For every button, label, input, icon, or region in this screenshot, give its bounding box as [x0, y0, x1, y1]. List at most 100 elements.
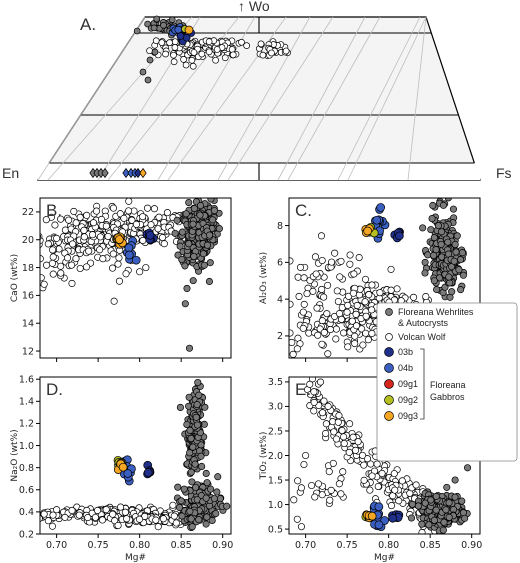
point-volcan_wolf — [332, 435, 341, 443]
quad-point-floreana_wehrlites — [144, 76, 152, 84]
point-volcan_wolf — [69, 240, 77, 248]
quad-point-volcan_wolf — [162, 50, 169, 58]
quad-point-volcan_wolf — [228, 46, 236, 53]
point-volcan_wolf — [387, 265, 395, 273]
point-floreana_wehrlites — [451, 493, 459, 501]
panel-d: 0.2 0.4 0.6 0.8 1.0 1.2 1.4 1.6 0.70 0.75 0.80 0.85… — [10, 375, 233, 563]
quad-point-volcan_wolf — [171, 44, 179, 51]
legend-box — [376, 302, 518, 462]
y-tick-label: 0.6 — [19, 485, 34, 496]
point-volcan_wolf — [303, 290, 311, 298]
point-volcan_wolf — [335, 412, 343, 420]
point-floreana_wehrlites — [407, 514, 416, 522]
point-volcan_wolf — [159, 515, 167, 523]
point-floreana_wehrlites — [189, 220, 197, 228]
point-volcan_wolf — [351, 339, 359, 348]
point-floreana_wehrlites — [430, 516, 438, 524]
point-volcan_wolf — [313, 304, 321, 312]
point-volcan_wolf — [348, 317, 356, 325]
axes-frame — [39, 376, 232, 535]
quad-point-floreana_wehrlites — [146, 56, 154, 64]
point-floreana_wehrlites — [215, 225, 223, 233]
quad-point-volcan_wolf — [152, 37, 160, 45]
point-floreana_wehrlites — [205, 277, 213, 286]
panel-label: D. — [46, 380, 63, 399]
point-volcan_wolf — [80, 233, 88, 241]
point-floreana_wehrlites — [190, 204, 198, 213]
point-volcan_wolf — [139, 213, 147, 221]
quad-point-volcan_wolf — [229, 51, 237, 59]
point-volcan_wolf — [102, 222, 110, 230]
point-volcan_wolf — [53, 234, 61, 242]
point-volcan_wolf — [393, 285, 401, 293]
point-floreana_wehrlites — [428, 215, 436, 223]
point-floreana_wehrlites — [449, 205, 458, 213]
data-points — [290, 377, 478, 534]
data-points — [40, 198, 223, 352]
point-04b — [376, 203, 386, 212]
quad-diamond-04b — [122, 167, 130, 179]
point-volcan_wolf — [281, 321, 287, 327]
point-volcan_wolf — [114, 521, 122, 530]
point-floreana_wehrlites — [445, 499, 453, 507]
point-volcan_wolf — [150, 205, 158, 213]
point-floreana_wehrlites — [421, 269, 429, 277]
point-floreana_wehrlites — [197, 452, 205, 460]
panel-label: B. — [46, 201, 62, 220]
point-floreana_wehrlites — [185, 344, 194, 352]
legend-marker-09g2 — [384, 395, 394, 405]
point-volcan_wolf — [296, 263, 305, 271]
point-floreana_wehrlites — [414, 502, 422, 510]
y-tick-label: 12 — [22, 346, 34, 357]
quad-point-floreana_wehrlites — [160, 21, 167, 29]
legend-marker-floreana_wehrlites — [385, 308, 393, 316]
x-tick-label: 0.75 — [88, 540, 109, 551]
point-floreana_wehrlites — [425, 521, 433, 529]
point-volcan_wolf — [68, 279, 76, 287]
quad-point-volcan_wolf — [259, 51, 267, 59]
point-volcan_wolf — [297, 484, 306, 492]
point-volcan_wolf — [51, 221, 59, 229]
point-floreana_wehrlites — [190, 252, 198, 261]
point-volcan_wolf — [318, 409, 327, 417]
quadrilateral-points — [89, 15, 291, 179]
point-volcan_wolf — [320, 328, 328, 337]
point-floreana_wehrlites — [432, 506, 440, 514]
point-volcan_wolf — [363, 455, 371, 463]
point-volcan_wolf — [70, 207, 78, 215]
y-tick-label: 0.4 — [19, 507, 34, 518]
quad-point-volcan_wolf — [212, 56, 219, 64]
point-volcan_wolf — [310, 388, 318, 396]
point-volcan_wolf — [309, 287, 317, 295]
point-volcan_wolf — [159, 233, 167, 242]
point-volcan_wolf — [57, 262, 65, 270]
y-tick-label: 2.0 — [268, 451, 283, 462]
point-volcan_wolf — [418, 528, 426, 534]
point-volcan_wolf — [365, 291, 373, 299]
point-floreana_wehrlites — [463, 464, 472, 472]
point-volcan_wolf — [289, 300, 294, 308]
quad-point-volcan_wolf — [158, 39, 166, 46]
grid-diag-left — [217, 16, 311, 181]
point-volcan_wolf — [68, 261, 76, 269]
point-volcan_wolf — [352, 310, 360, 318]
grid-diag-left — [337, 16, 421, 181]
point-floreana_wehrlites — [437, 240, 445, 248]
point-09g3 — [367, 511, 377, 521]
point-volcan_wolf — [334, 418, 342, 426]
y-tick-label: 0.2 — [19, 529, 34, 540]
point-volcan_wolf — [324, 350, 332, 358]
point-volcan_wolf — [305, 329, 313, 337]
point-volcan_wolf — [160, 240, 168, 248]
point-volcan_wolf — [294, 477, 302, 485]
point-floreana_wehrlites — [185, 198, 193, 207]
point-volcan_wolf — [42, 216, 50, 224]
y-tick-label: 14 — [22, 319, 34, 330]
legend-label-04b: 04b — [398, 363, 413, 373]
point-volcan_wolf — [289, 350, 297, 358]
legend-label-volcan_wolf: Volcan Wolf — [398, 332, 446, 342]
point-volcan_wolf — [40, 274, 45, 282]
point-volcan_wolf — [335, 310, 344, 318]
point-volcan_wolf — [76, 213, 84, 221]
point-floreana_wehrlites — [192, 483, 200, 491]
